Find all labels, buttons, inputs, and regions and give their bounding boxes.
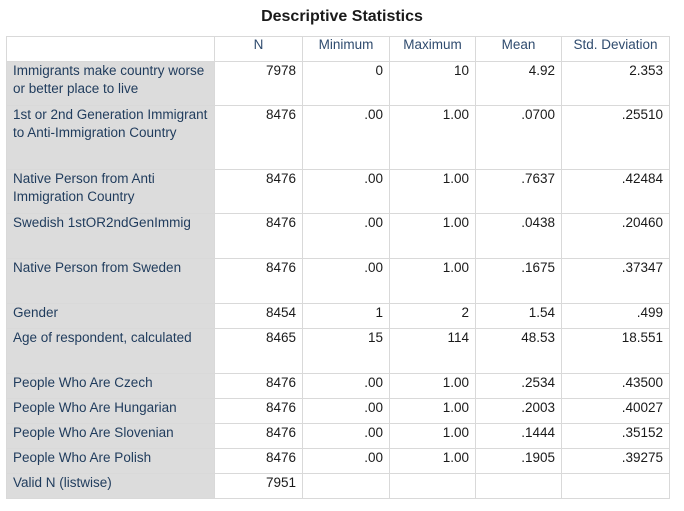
cell-minimum: .00 xyxy=(302,448,390,474)
cell-std-deviation: .40027 xyxy=(561,398,670,424)
cell-std-deviation: .43500 xyxy=(561,373,670,399)
table-row: People Who Are Hungarian 8476 .00 1.00 .… xyxy=(6,398,670,424)
cell-mean: .7637 xyxy=(475,169,562,214)
cell-mean: 4.92 xyxy=(475,61,562,106)
cell-mean: .0700 xyxy=(475,105,562,170)
cell-n: 8465 xyxy=(214,328,303,374)
cell-mean: 1.54 xyxy=(475,303,562,329)
table-row: Native Person from Sweden 8476 .00 1.00 … xyxy=(6,258,670,304)
cell-minimum: .00 xyxy=(302,373,390,399)
cell-n: 7951 xyxy=(214,473,303,499)
column-header-maximum: Maximum xyxy=(389,36,476,62)
table-row: Valid N (listwise) 7951 xyxy=(6,473,670,499)
row-label: People Who Are Hungarian xyxy=(6,398,215,424)
cell-maximum: 1.00 xyxy=(389,258,476,304)
cell-maximum: 1.00 xyxy=(389,213,476,259)
column-header-n: N xyxy=(214,36,303,62)
table-title: Descriptive Statistics xyxy=(261,8,423,25)
cell-minimum: 1 xyxy=(302,303,390,329)
cell-mean: .0438 xyxy=(475,213,562,259)
cell-mean: .1675 xyxy=(475,258,562,304)
cell-maximum: 1.00 xyxy=(389,398,476,424)
cell-minimum: 0 xyxy=(302,61,390,106)
table-row: Gender 8454 1 2 1.54 .499 xyxy=(6,303,670,329)
cell-n: 8476 xyxy=(214,105,303,170)
cell-mean: .1905 xyxy=(475,448,562,474)
row-label: Age of respondent, calculated xyxy=(6,328,215,374)
cell-mean: 48.53 xyxy=(475,328,562,374)
cell-minimum: .00 xyxy=(302,169,390,214)
cell-std-deviation: .20460 xyxy=(561,213,670,259)
header-row: N Minimum Maximum Mean Std. Deviation xyxy=(6,36,670,62)
cell-maximum: 1.00 xyxy=(389,423,476,449)
cell-maximum: 1.00 xyxy=(389,448,476,474)
cell-minimum: .00 xyxy=(302,258,390,304)
cell-maximum: 1.00 xyxy=(389,169,476,214)
table-row: People Who Are Slovenian 8476 .00 1.00 .… xyxy=(6,423,670,449)
table-row: Age of respondent, calculated 8465 15 11… xyxy=(6,328,670,374)
row-label: People Who Are Czech xyxy=(6,373,215,399)
cell-n: 7978 xyxy=(214,61,303,106)
table-row: People Who Are Polish 8476 .00 1.00 .190… xyxy=(6,448,670,474)
cell-minimum: .00 xyxy=(302,423,390,449)
cell-n: 8476 xyxy=(214,398,303,424)
row-label: 1st or 2nd Generation Immigrant to Anti-… xyxy=(6,105,215,170)
row-label: Swedish 1stOR2ndGenImmig xyxy=(6,213,215,259)
cell-minimum: .00 xyxy=(302,398,390,424)
cell-maximum xyxy=(389,473,476,499)
cell-minimum: .00 xyxy=(302,105,390,170)
cell-n: 8476 xyxy=(214,258,303,304)
cell-mean xyxy=(475,473,562,499)
cell-mean: .2534 xyxy=(475,373,562,399)
row-label: Valid N (listwise) xyxy=(6,473,215,499)
cell-std-deviation: .25510 xyxy=(561,105,670,170)
row-label: Native Person from Anti Immigration Coun… xyxy=(6,169,215,214)
table-row: People Who Are Czech 8476 .00 1.00 .2534… xyxy=(6,373,670,399)
column-header-std-deviation: Std. Deviation xyxy=(561,36,670,62)
cell-maximum: 1.00 xyxy=(389,373,476,399)
cell-maximum: 1.00 xyxy=(389,105,476,170)
column-header-mean: Mean xyxy=(475,36,562,62)
cell-std-deviation: .499 xyxy=(561,303,670,329)
row-label: People Who Are Polish xyxy=(6,448,215,474)
cell-std-deviation: 18.551 xyxy=(561,328,670,374)
cell-n: 8476 xyxy=(214,373,303,399)
cell-n: 8476 xyxy=(214,448,303,474)
cell-n: 8454 xyxy=(214,303,303,329)
cell-n: 8476 xyxy=(214,169,303,214)
table-row: Immigrants make country worse or better … xyxy=(6,61,670,106)
row-label: Gender xyxy=(6,303,215,329)
corner-cell xyxy=(6,36,215,62)
descriptive-statistics-table: N Minimum Maximum Mean Std. Deviation Im… xyxy=(6,36,670,499)
cell-maximum: 10 xyxy=(389,61,476,106)
row-label: Immigrants make country worse or better … xyxy=(6,61,215,106)
cell-minimum: .00 xyxy=(302,213,390,259)
column-header-minimum: Minimum xyxy=(302,36,390,62)
table-row: 1st or 2nd Generation Immigrant to Anti-… xyxy=(6,105,670,170)
table-row: Native Person from Anti Immigration Coun… xyxy=(6,169,670,214)
cell-maximum: 114 xyxy=(389,328,476,374)
cell-std-deviation xyxy=(561,473,670,499)
cell-std-deviation: .35152 xyxy=(561,423,670,449)
cell-n: 8476 xyxy=(214,423,303,449)
table-row: Swedish 1stOR2ndGenImmig 8476 .00 1.00 .… xyxy=(6,213,670,259)
cell-std-deviation: .37347 xyxy=(561,258,670,304)
cell-minimum xyxy=(302,473,390,499)
cell-std-deviation: 2.353 xyxy=(561,61,670,106)
row-label: People Who Are Slovenian xyxy=(6,423,215,449)
cell-maximum: 2 xyxy=(389,303,476,329)
cell-mean: .1444 xyxy=(475,423,562,449)
cell-std-deviation: .42484 xyxy=(561,169,670,214)
cell-mean: .2003 xyxy=(475,398,562,424)
row-label: Native Person from Sweden xyxy=(6,258,215,304)
cell-minimum: 15 xyxy=(302,328,390,374)
cell-std-deviation: .39275 xyxy=(561,448,670,474)
cell-n: 8476 xyxy=(214,213,303,259)
